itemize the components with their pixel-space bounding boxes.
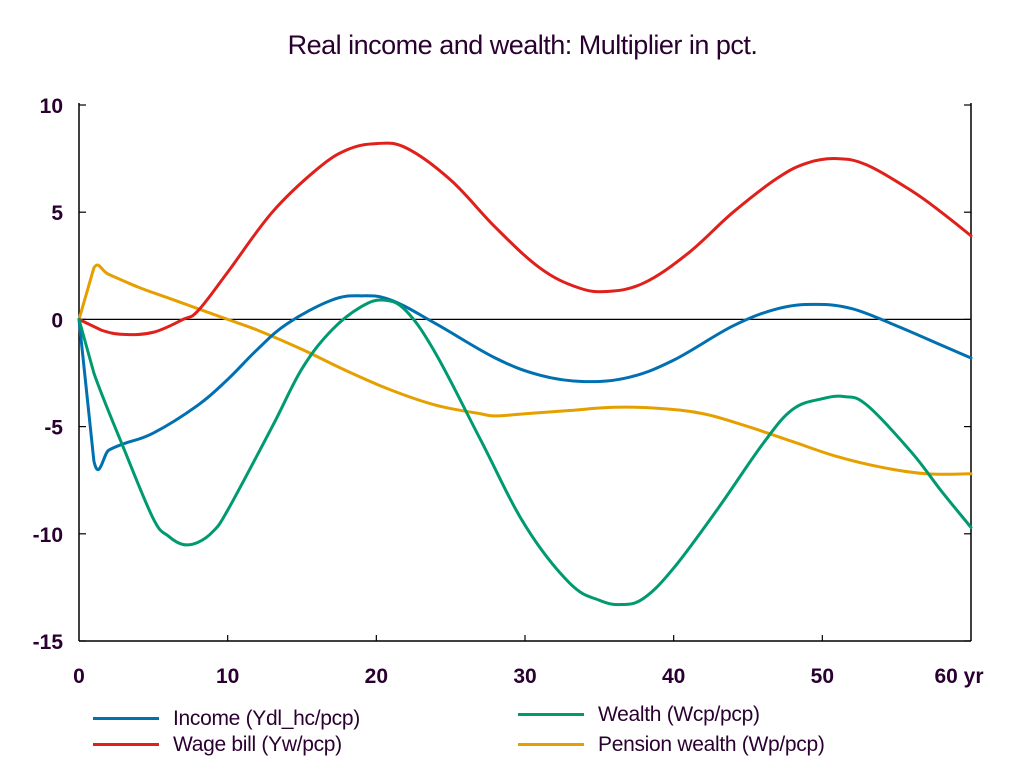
chart-title: Real income and wealth: Multiplier in pc…: [287, 30, 758, 60]
legend-label-income: Income (Ydl_hc/pcp): [173, 707, 360, 730]
legend-label-wealth: Wealth (Wcp/pcp): [598, 703, 760, 726]
series-line-wealth: [77, 298, 973, 607]
y-tick-label: 5: [51, 202, 63, 225]
x-tick-label: 10: [216, 665, 239, 688]
x-tick-label: 60 yr: [934, 665, 983, 688]
legend-swatch-pension-wealth: [518, 743, 584, 746]
y-tick-label: 0: [51, 309, 63, 332]
x-tick-label: 30: [513, 665, 536, 688]
legend-label-pension-wealth: Pension wealth (Wp/pcp): [598, 733, 825, 756]
series-line-wage-bill: [77, 141, 973, 337]
legend-label-wage-bill: Wage bill (Yw/pcp): [173, 733, 342, 756]
y-tick-label: -5: [44, 417, 63, 440]
y-tick-label: -10: [33, 524, 63, 547]
series-line-income: [77, 294, 973, 472]
legend-swatch-wage-bill: [93, 743, 159, 746]
axes: [78, 103, 972, 642]
legend-swatch-wealth: [518, 713, 584, 716]
x-tick-label: 40: [662, 665, 685, 688]
x-tick-label: 50: [811, 665, 834, 688]
series-line-pension-wealth: [77, 263, 973, 476]
legend-swatch-income: [93, 717, 159, 720]
series-group: [77, 141, 973, 607]
y-tick-label: -15: [33, 631, 64, 654]
y-tick-label: 10: [40, 95, 63, 118]
x-tick-label: 20: [365, 665, 388, 688]
x-tick-label: 0: [73, 665, 85, 688]
